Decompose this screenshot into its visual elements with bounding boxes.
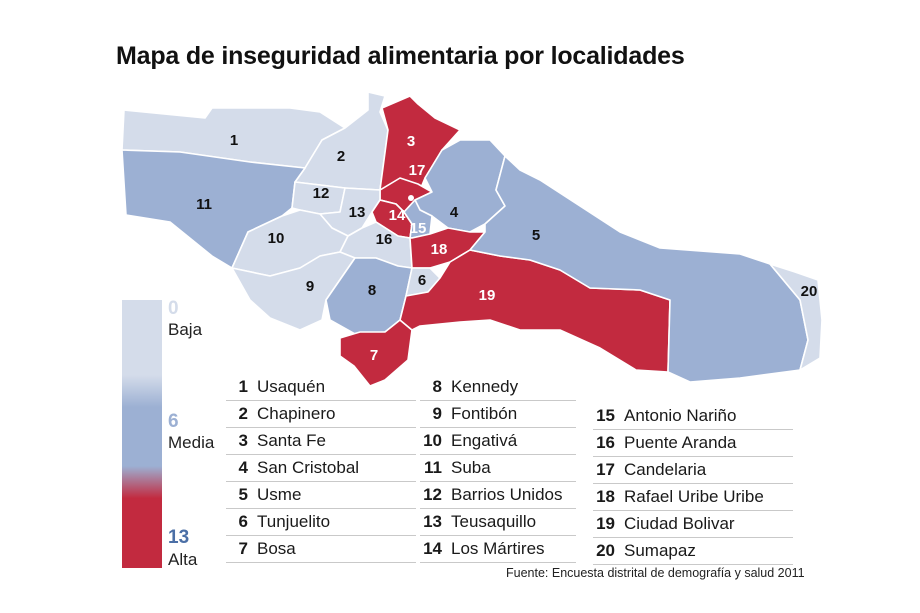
region-label-3: 3	[407, 133, 415, 150]
region-label-12: 12	[313, 185, 330, 202]
legend-item-name: Santa Fe	[257, 431, 326, 450]
scale-high-value: 13	[168, 527, 190, 548]
legend-item-number: 1	[238, 377, 248, 396]
legend-item-name: Suba	[451, 458, 491, 477]
legend-item-4: 4 San Cristobal	[226, 455, 416, 482]
legend-item-number: 7	[238, 539, 248, 558]
legend-item-number: 2	[238, 404, 248, 423]
region-label-19: 19	[479, 287, 496, 304]
map-title: Mapa de inseguridad alimentaria por loca…	[116, 42, 685, 70]
legend-item-name: Barrios Unidos	[451, 485, 563, 504]
legend-item-number: 12	[423, 485, 442, 504]
legend-item-name: Kennedy	[451, 377, 519, 396]
legend-item-20: 20 Sumapaz	[593, 538, 793, 565]
legend-item-3: 3 Santa Fe	[226, 428, 416, 455]
region-5[interactable]	[469, 155, 809, 383]
legend-item-11: 11 Suba	[420, 455, 576, 482]
legend-column-3: 15 Antonio Nariño 16 Puente Aranda 17 Candela…	[593, 403, 793, 565]
legend-item-number: 20	[596, 541, 615, 560]
region-20[interactable]	[769, 263, 823, 371]
region-label-5: 5	[532, 227, 540, 244]
legend-item-number: 17	[596, 460, 615, 479]
region-label-9: 9	[306, 278, 314, 295]
legend-item-number: 18	[596, 487, 615, 506]
legend-item-number: 16	[596, 433, 615, 452]
legend-item-name: Teusaquillo	[451, 512, 537, 531]
region-label-14: 14	[389, 207, 406, 224]
region-label-7: 7	[370, 347, 378, 364]
legend-item-16: 16 Puente Aranda	[593, 430, 793, 457]
legend-item-name: Tunjuelito	[257, 512, 331, 531]
legend-item-13: 13 Teusaquillo	[420, 509, 576, 536]
legend-item-number: 19	[596, 514, 615, 533]
region-label-16: 16	[376, 231, 393, 248]
region-label-2: 2	[337, 148, 345, 165]
legend-item-number: 6	[238, 512, 248, 531]
scale-mid-label: Media	[168, 433, 215, 452]
region-label-20: 20	[801, 283, 818, 300]
legend-item-14: 14 Los Mártires	[420, 536, 576, 563]
region-label-8: 8	[368, 282, 376, 299]
legend-item-name: Candelaria	[624, 460, 707, 479]
legend-item-number: 10	[423, 431, 442, 450]
legend-item-name: Fontibón	[451, 404, 518, 423]
legend-item-number: 8	[432, 377, 442, 396]
legend-item-name: Puente Aranda	[624, 433, 737, 452]
legend-item-9: 9 Fontibón	[420, 401, 576, 428]
legend-item-name: Ciudad Bolivar	[624, 514, 735, 533]
legend-item-name: San Cristobal	[257, 458, 360, 477]
legend-item-number: 3	[238, 431, 248, 450]
legend-item-name: Sumapaz	[624, 541, 696, 560]
legend-item-6: 6 Tunjuelito	[226, 509, 416, 536]
scale-low-label: Baja	[168, 320, 203, 339]
legend-column-1: 1 Usaquén 2 Chapinero 3 Santa Fe 4 San Cristoba…	[226, 374, 416, 563]
region-label-13: 13	[349, 204, 366, 221]
legend-item-number: 5	[238, 485, 248, 504]
region-label-10: 10	[268, 230, 285, 247]
legend-item-1: 1 Usaquén	[226, 374, 416, 401]
legend-item-2: 2 Chapinero	[226, 401, 416, 428]
legend-item-name: Bosa	[257, 539, 296, 558]
legend-item-name: Chapinero	[257, 404, 336, 423]
legend-item-number: 13	[423, 512, 442, 531]
region-label-18: 18	[431, 241, 448, 258]
legend-item-7: 7 Bosa	[226, 536, 416, 563]
scale-high-label: Alta	[168, 550, 198, 569]
region-label-17: 17	[409, 162, 426, 179]
legend-item-15: 15 Antonio Nariño	[593, 403, 793, 430]
legend-item-5: 5 Usme	[226, 482, 416, 509]
source-note: Fuente: Encuesta distrital de demografía…	[506, 566, 805, 580]
legend-item-19: 19 Ciudad Bolivar	[593, 511, 793, 538]
region-7[interactable]	[339, 319, 413, 387]
scale-bar	[122, 300, 162, 568]
legend-item-number: 9	[432, 404, 442, 423]
center-marker	[408, 195, 414, 201]
region-label-1: 1	[230, 132, 238, 149]
legend-item-10: 10 Engativá	[420, 428, 576, 455]
legend-item-18: 18 Rafael Uribe Uribe	[593, 484, 793, 511]
legend-item-name: Usaquén	[257, 377, 326, 396]
legend-item-name: Antonio Nariño	[624, 406, 737, 425]
legend-item-name: Rafael Uribe Uribe	[624, 487, 764, 506]
scale-low-value: 0	[168, 298, 179, 319]
legend-item-number: 4	[238, 458, 248, 477]
legend-item-number: 15	[596, 406, 615, 425]
legend-item-name: Engativá	[451, 431, 518, 450]
scale-mid-value: 6	[168, 411, 179, 432]
legend-item-name: Usme	[257, 485, 302, 504]
region-label-15: 15	[410, 220, 427, 237]
legend-item-12: 12 Barrios Unidos	[420, 482, 576, 509]
legend-column-2: 8 Kennedy 9 Fontibón 10 Engativá 11 Suba 12 Barri…	[420, 374, 576, 563]
legend-item-17: 17 Candelaria	[593, 457, 793, 484]
legend-item-number: 14	[423, 539, 442, 558]
region-label-4: 4	[450, 204, 459, 221]
region-label-6: 6	[418, 272, 426, 289]
legend-item-name: Los Mártires	[451, 539, 545, 558]
region-label-11: 11	[196, 196, 212, 213]
legend-item-number: 11	[424, 458, 442, 477]
legend-item-8: 8 Kennedy	[420, 374, 576, 401]
